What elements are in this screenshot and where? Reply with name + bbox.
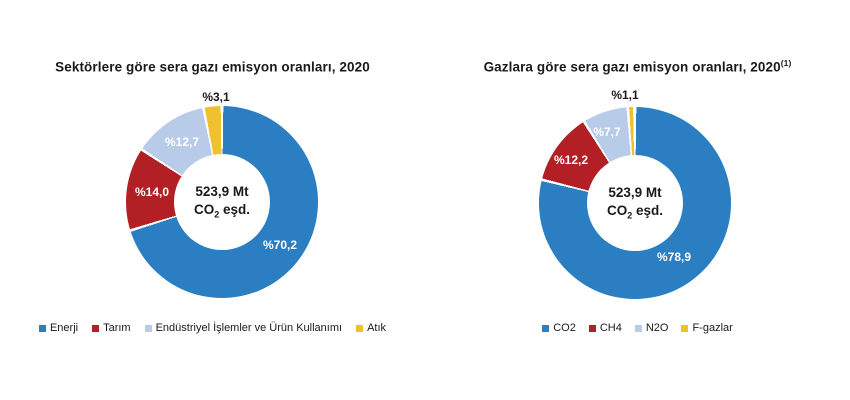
slice-label-atik: %3,1 [202,90,230,104]
gas-chart-panel: Gazlara göre sera gazı emisyon oranları,… [425,0,850,400]
slice-label-fgazlar: %1,1 [611,88,639,102]
gas-legend: CO2 CH4 N2O F-gazlar [425,322,850,334]
legend-label-atik: Atık [367,322,387,334]
slice-label-tarim: %14,0 [134,185,170,199]
legend-swatch-tarim [92,324,100,332]
sector-chart-panel: Sektörlere göre sera gazı emisyon oranla… [0,58,425,334]
legend-label-tarim: Tarım [103,322,131,334]
sector-center-total: 523,9 Mt CO2 eşd. [194,183,250,221]
legend-swatch-n2o [634,324,642,332]
sector-chart-title-text: Sektörlere göre sera gazı emisyon oranla… [55,59,370,75]
legend-swatch-fgazlar [681,324,689,332]
slice-label-enerji: %70,2 [262,238,298,252]
slice-label-co2: %78,9 [656,250,692,264]
legend-swatch-co2 [542,324,550,332]
legend-swatch-endustriyel [144,324,152,332]
legend-label-fgazlar: F-gazlar [692,322,733,334]
legend-label-ch4: CH4 [599,322,622,334]
sector-donut-wrap: 523,9 Mt CO2 eşd. %70,2 %14,0 %12,7 %3,1 [126,90,318,298]
gas-total-unit: CO2 eşd. [606,203,664,221]
legend-label-enerji: Enerji [49,322,79,334]
slice-label-ch4: %12,2 [553,153,589,167]
legend-item-n2o: N2O [634,322,669,334]
sector-total-amount: 523,9 Mt [195,183,249,199]
legend-item-ch4: CH4 [588,322,622,334]
legend-item-co2: CO2 [542,322,576,334]
legend-swatch-enerji [38,324,46,332]
gas-chart-title: Gazlara göre sera gazı emisyon oranları,… [425,58,850,75]
gas-chart-title-superscript: (1) [780,58,792,68]
gas-total-amount: 523,9 Mt [608,184,662,200]
legend-item-atik: Atık [356,322,386,334]
sector-total-unit: CO2 eşd. [193,202,251,220]
slice-label-endustriyel: %12,7 [164,135,200,149]
legend-swatch-atik [356,324,364,332]
legend-item-tarim: Tarım [92,322,131,334]
legend-swatch-ch4 [588,324,596,332]
legend-item-fgazlar: F-gazlar [681,322,733,334]
legend-label-endustriyel: Endüstriyel İşlemler ve Ürün Kullanımı [155,322,343,334]
sector-legend: Enerji Tarım Endüstriyel İşlemler ve Ürü… [0,322,425,334]
legend-item-enerji: Enerji [38,322,79,334]
legend-item-endustriyel: Endüstriyel İşlemler ve Ürün Kullanımı [144,322,343,334]
legend-label-co2: CO2 [553,322,576,334]
gas-donut-wrap: 523,9 Mt CO2 eşd. %78,9 %12,2 %7,7 %1,1 [539,88,731,299]
slice-label-n2o: %7,7 [593,125,621,139]
gas-chart-title-text: Gazlara göre sera gazı emisyon oranları,… [483,59,781,75]
sector-chart-title: Sektörlere göre sera gazı emisyon oranla… [0,58,425,75]
gas-center-total: 523,9 Mt CO2 eşd. [607,184,663,222]
sector-donut-hole: 523,9 Mt CO2 eşd. [174,154,270,250]
legend-label-n2o: N2O [645,322,669,334]
gas-donut-hole: 523,9 Mt CO2 eşd. [587,155,683,251]
